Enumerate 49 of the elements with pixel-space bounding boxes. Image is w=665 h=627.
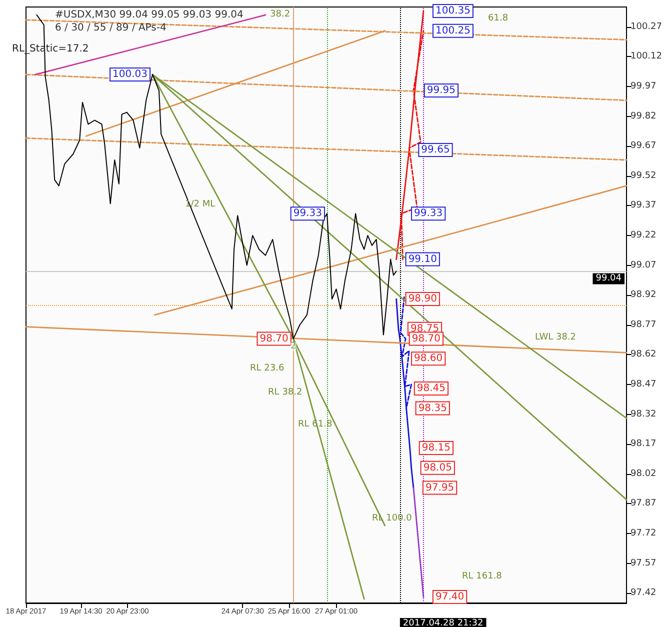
text: 6 / 30 / 55 / 89 / APs-4 (55, 22, 166, 34)
y-tick-label: 97.87 (630, 498, 656, 509)
chart-title: #USDX,M30 99.04 99.05 99.03 99.04 (55, 10, 244, 20)
annotation: RL 23.6 (250, 364, 284, 374)
annotation: LWL 38.2 (535, 332, 576, 342)
data-label: 98.35 (418, 402, 447, 414)
data-label: 97.95 (425, 482, 454, 494)
annotation: RL 161.8 (462, 572, 502, 582)
ref-line-label: 99.04 (596, 274, 622, 284)
y-tick-label: 99.82 (630, 111, 656, 122)
y-tick-label: 99.67 (630, 141, 656, 152)
data-label: 98.45 (416, 382, 446, 394)
y-tick-label: 99.22 (630, 230, 656, 240)
data-label: 100.25 (435, 25, 470, 36)
y-tick-label: 99.07 (630, 260, 656, 270)
y-tick-label: 99.52 (630, 170, 656, 181)
data-label: 99.10 (408, 254, 437, 265)
data-label: 99.95 (426, 84, 456, 96)
y-tick-label: 98.47 (630, 379, 656, 390)
y-tick-label: 98.62 (630, 350, 656, 360)
ref-line-label: 2017.04.28 21:32 (402, 618, 484, 627)
y-tick-label: 98.32 (630, 409, 656, 420)
data-label: 98.05 (423, 462, 452, 474)
data-label: 98.15 (422, 442, 451, 454)
annotation: 38.2 (270, 10, 290, 20)
y-tick-label: 97.42 (630, 588, 656, 598)
y-tick-label: 98.02 (630, 468, 656, 479)
data-label: 98.70 (412, 333, 441, 344)
annotation: 2 (290, 342, 296, 352)
data-label: 100.35 (435, 5, 470, 16)
y-tick-label: 97.72 (630, 528, 656, 538)
y-tick-label: 99.37 (630, 200, 656, 211)
data-label: 97.40 (435, 592, 464, 603)
data-label: 98.70 (260, 333, 288, 344)
data-label: 98.60 (414, 353, 443, 364)
data-label: 99.33 (414, 208, 443, 220)
data-label: 99.65 (421, 144, 450, 156)
y-tick-label: 98.17 (630, 439, 656, 450)
y-tick-label: 99.97 (630, 81, 656, 92)
y-tick-label: 98.77 (630, 320, 656, 330)
y-tick-label: 100.27 (630, 22, 662, 32)
data-label: 98.75 (410, 323, 440, 334)
data-label: 99.33 (293, 208, 322, 220)
annotation: 61.8 (488, 14, 508, 24)
y-tick-label: 98.92 (630, 290, 656, 300)
y-tick-label: 97.57 (630, 558, 656, 568)
data-label: 98.90 (408, 294, 437, 305)
data-label: 100.03 (112, 69, 148, 80)
y-tick-label: 100.12 (630, 52, 662, 62)
